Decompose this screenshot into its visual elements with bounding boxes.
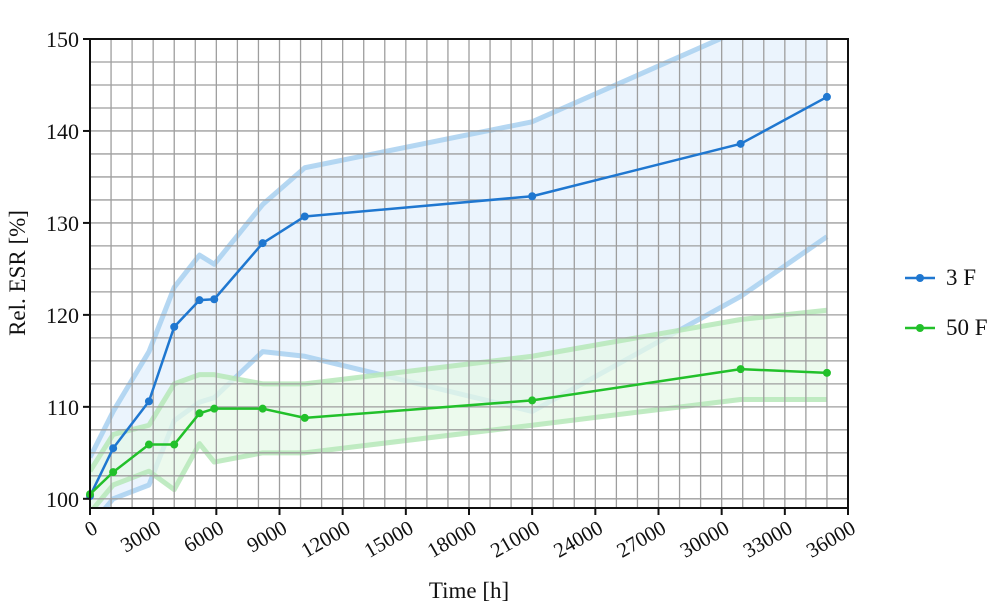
band-fill-0 xyxy=(90,39,827,508)
y-tick-label: 150 xyxy=(46,27,79,52)
y-axis-ticks: 100 110 120 130 140 150 xyxy=(46,27,90,512)
confidence-bands xyxy=(90,39,829,508)
legend-label-0: 3 F xyxy=(946,265,976,290)
x-axis-title: Time [h] xyxy=(429,578,509,603)
y-tick-label: 140 xyxy=(46,119,79,144)
data-point xyxy=(736,139,745,148)
y-tick-label: 120 xyxy=(46,303,79,328)
data-point xyxy=(170,322,179,331)
legend-label-1: 50 F xyxy=(946,315,988,340)
legend: 3 F 50 F xyxy=(905,265,988,340)
data-point xyxy=(144,440,153,449)
data-point xyxy=(300,212,309,221)
data-point xyxy=(210,295,219,304)
data-point xyxy=(109,444,118,453)
data-point xyxy=(170,440,179,449)
data-point xyxy=(144,397,153,406)
data-point xyxy=(300,413,309,422)
data-point xyxy=(822,368,831,377)
grid-lines xyxy=(90,39,848,508)
series-points xyxy=(86,92,831,501)
data-point xyxy=(210,404,219,413)
legend-marker-0 xyxy=(916,274,924,282)
data-point xyxy=(822,92,831,101)
y-axis-title: Rel. ESR [%] xyxy=(5,210,30,336)
y-tick-label: 110 xyxy=(47,395,79,420)
data-point xyxy=(195,409,204,418)
y-tick-label: 130 xyxy=(46,211,79,236)
data-point xyxy=(528,192,537,201)
data-point xyxy=(736,365,745,374)
band-upper-0 xyxy=(90,39,726,459)
data-point xyxy=(258,404,267,413)
band-upper-1 xyxy=(90,307,828,473)
y-tick-label: 100 xyxy=(46,487,79,512)
data-point xyxy=(195,296,204,305)
legend-marker-1 xyxy=(916,324,924,332)
data-point xyxy=(109,468,118,477)
band-fill-1 xyxy=(90,310,827,508)
data-point xyxy=(258,239,267,248)
data-point xyxy=(528,396,537,405)
